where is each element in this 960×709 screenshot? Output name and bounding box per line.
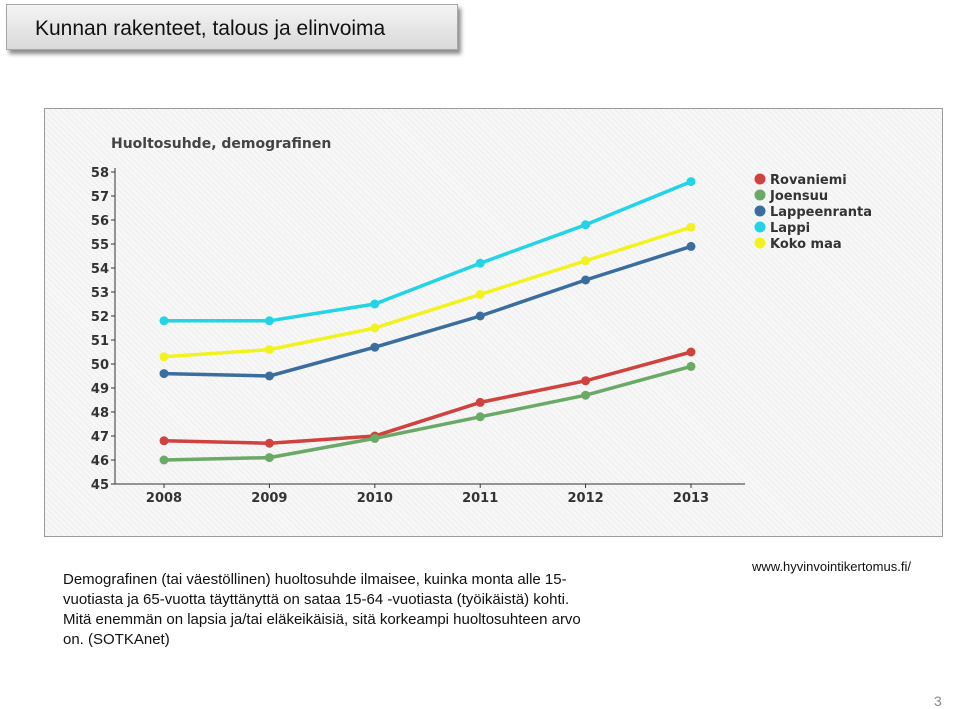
data-point-joensuu (264, 453, 274, 463)
y-tick-label: 45 (91, 478, 109, 493)
data-point-koko-maa (264, 345, 274, 355)
legend-marker-rovaniemi (754, 173, 766, 185)
data-point-lappeenranta (475, 311, 485, 321)
y-tick-label: 49 (91, 382, 109, 397)
series-layer (159, 177, 696, 465)
caption-line: Demografinen (tai väestöllinen) huoltosu… (63, 571, 567, 588)
series-line-lappeenranta (162, 244, 693, 378)
data-point-lappi (686, 177, 696, 187)
data-point-lappi (475, 258, 485, 268)
axes-layer: 45 46 47 48 49 50 51 52 53 54 55 56 57 58 2008 2009 2010… (91, 166, 745, 506)
y-tick-label: 46 (91, 454, 109, 469)
series-line-joensuu (162, 364, 693, 462)
data-point-koko-maa (370, 323, 380, 333)
data-point-lappeenranta (370, 342, 380, 352)
y-tick-label: 52 (91, 310, 109, 325)
page-number: 3 (934, 693, 942, 709)
y-tick-label: 55 (91, 238, 109, 253)
data-point-koko-maa (581, 256, 591, 266)
source-link[interactable]: www.hyvinvointikertomus.fi/ (752, 559, 911, 574)
data-point-joensuu (475, 412, 485, 422)
x-tick-label: 2011 (462, 491, 498, 506)
y-tick-label: 50 (91, 358, 109, 373)
data-point-joensuu (370, 433, 380, 443)
y-tick-label: 47 (91, 430, 109, 445)
y-tick-label: 58 (91, 166, 109, 181)
legend-marker-lappi (754, 221, 766, 233)
data-point-koko-maa (475, 289, 485, 299)
caption-line: Mitä enemmän on lapsia ja/tai eläkeikäis… (63, 611, 581, 628)
caption-line: vuotiasta ja 65-vuotta täyttänyttä on sa… (63, 591, 570, 608)
series-line-lappi (162, 179, 693, 323)
data-point-lappeenranta (264, 371, 274, 381)
y-tick-label: 48 (91, 406, 109, 421)
data-point-lappeenranta (686, 241, 696, 251)
caption-line: on. (SOTKAnet) (63, 631, 170, 648)
data-point-rovaniemi (581, 376, 591, 386)
data-point-joensuu (686, 361, 696, 371)
y-tick-label: 56 (91, 214, 109, 229)
data-point-lappi (264, 316, 274, 326)
data-point-rovaniemi (475, 397, 485, 407)
caption-text: Demografinen (tai väestöllinen) huoltosu… (63, 570, 683, 650)
y-tick-label: 57 (91, 190, 109, 205)
data-point-koko-maa (159, 352, 169, 362)
legend-marker-joensuu (754, 189, 766, 201)
data-point-lappi (159, 316, 169, 326)
y-tick-label: 54 (91, 262, 109, 277)
chart-title: Huoltosuhde, demografinen (111, 136, 331, 152)
data-point-lappeenranta (159, 369, 169, 379)
data-point-rovaniemi (686, 347, 696, 357)
slide-title: Kunnan rakenteet, talous ja elinvoima (35, 17, 386, 40)
y-tick-label: 53 (91, 286, 109, 301)
chart-svg: Huoltosuhde, demografinen 45 46 47 48 49 50 51… (91, 136, 872, 506)
legend-label-lappeenranta: Lappeenranta (770, 205, 872, 220)
data-point-rovaniemi (159, 436, 169, 446)
slide-title-box: Kunnan rakenteet, talous ja elinvoima (6, 4, 458, 50)
legend-label-koko-maa: Koko maa (770, 237, 842, 252)
series-line-rovaniemi (162, 350, 693, 445)
series-line-koko-maa (162, 225, 693, 359)
data-point-lappi (370, 299, 380, 309)
y-tick-label: 51 (91, 334, 109, 349)
legend-label-joensuu: Joensuu (769, 189, 828, 204)
legend-marker-lappeenranta (754, 205, 766, 217)
legend-marker-koko-maa (754, 237, 766, 249)
data-point-lappi (581, 220, 591, 230)
x-tick-label: 2012 (568, 491, 604, 506)
chart-frame: Huoltosuhde, demografinen 45 46 47 48 49 50 51… (44, 108, 943, 537)
data-point-rovaniemi (264, 438, 274, 448)
x-tick-label: 2010 (357, 491, 393, 506)
x-tick-label: 2013 (673, 491, 709, 506)
legend-label-rovaniemi: Rovaniemi (770, 173, 847, 188)
x-tick-label: 2008 (146, 491, 182, 506)
data-point-lappeenranta (581, 275, 591, 285)
legend-label-lappi: Lappi (770, 221, 810, 236)
data-point-koko-maa (686, 222, 696, 232)
data-point-joensuu (159, 455, 169, 465)
x-tick-label: 2009 (251, 491, 287, 506)
data-point-joensuu (581, 390, 591, 400)
